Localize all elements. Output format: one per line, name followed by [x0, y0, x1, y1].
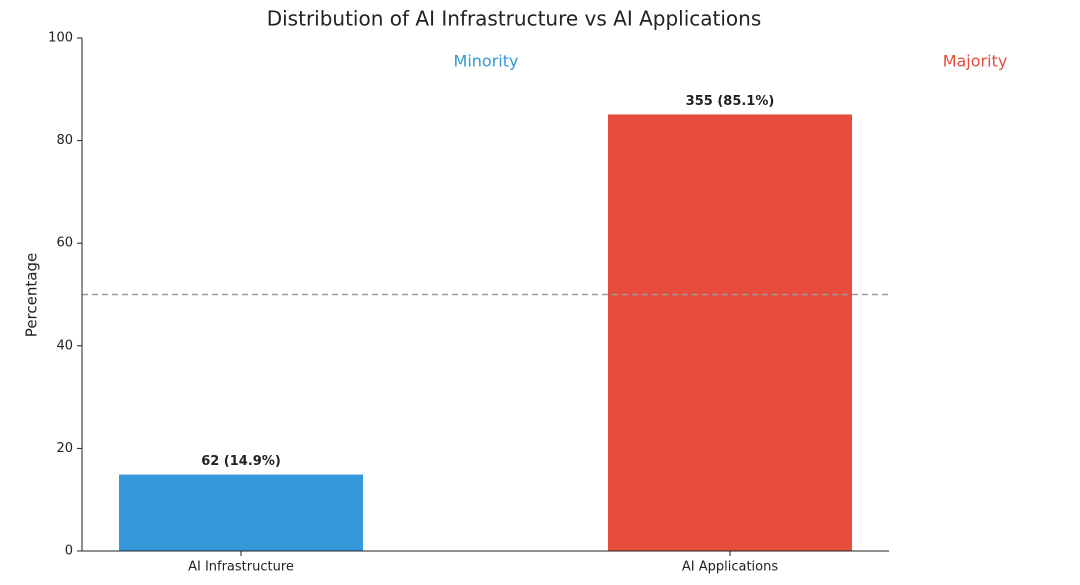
chart-title: Distribution of AI Infrastructure vs AI … — [267, 7, 762, 31]
y-tick-label: 60 — [56, 236, 73, 251]
y-tick-label: 20 — [56, 441, 73, 456]
annotation: Majority — [943, 52, 1008, 71]
y-axis-label: Percentage — [23, 253, 41, 337]
value-label: 62 (14.9%) — [201, 454, 281, 469]
y-tick-label: 0 — [65, 544, 73, 559]
annotation: Minority — [454, 52, 519, 71]
bar — [119, 474, 363, 551]
y-tick-label: 100 — [48, 31, 73, 46]
x-tick-label: AI Infrastructure — [188, 560, 294, 575]
y-tick-label: 40 — [56, 338, 73, 353]
x-tick-label: AI Applications — [682, 560, 778, 575]
bar — [608, 114, 852, 551]
value-label: 355 (85.1%) — [686, 94, 775, 109]
y-tick-label: 80 — [56, 133, 73, 148]
